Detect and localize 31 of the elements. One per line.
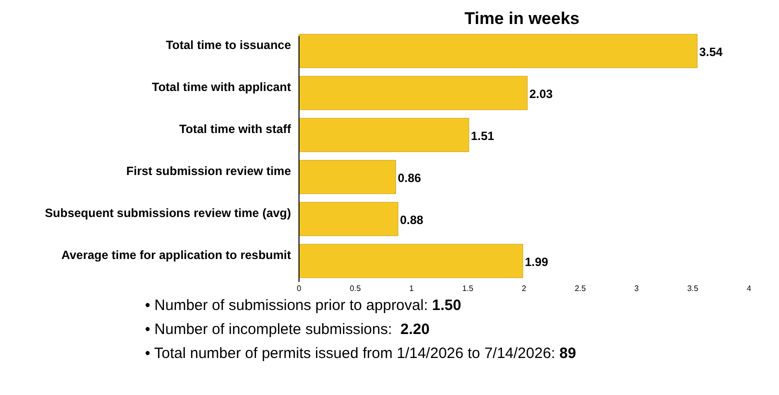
y-tick-label: Subsequent submissions review time (avg) [44, 206, 291, 220]
bar [298, 160, 396, 194]
x-tick-label: 4 [746, 284, 752, 293]
data-label: 1.51 [470, 129, 495, 143]
text: • Number of incomplete submissions: 2.20 [145, 321, 430, 338]
x-tick-label: 1 [409, 284, 414, 293]
bar [298, 76, 528, 110]
bar [298, 118, 470, 152]
y-tick-label: Total time with applicant [152, 80, 291, 94]
y-tick-label: Total time to issuance [166, 38, 292, 52]
x-tick-label: 0 [296, 284, 302, 293]
x-tick-label: 0.5 [350, 284, 362, 293]
x-tick-label: 1.5 [462, 284, 474, 293]
data-label: 0.88 [400, 213, 424, 227]
text: • Total number of permits issued from 1/14/2026 to 7/14/2026: 89 [145, 345, 576, 362]
bar [298, 34, 698, 68]
y-tick-label: First submission review time [126, 164, 292, 178]
bar [298, 202, 398, 236]
x-tick-label: 3 [634, 284, 640, 293]
y-tick-label: Total time with staff [179, 122, 292, 136]
y-tick-label: Average time for application to resbumit [61, 248, 291, 262]
bar [298, 244, 524, 278]
data-label: 2.03 [529, 87, 554, 101]
x-tick-label: 3.5 [687, 284, 699, 293]
x-tick-label: 2.5 [574, 284, 586, 293]
chart-title: Time in weeks [464, 9, 580, 28]
data-label: 1.99 [524, 255, 549, 269]
data-label: 0.86 [398, 171, 422, 185]
text: • Number of submissions prior to approval: 1.50 [145, 297, 462, 314]
data-label: 3.54 [699, 45, 723, 59]
x-tick-label: 2 [522, 284, 527, 293]
